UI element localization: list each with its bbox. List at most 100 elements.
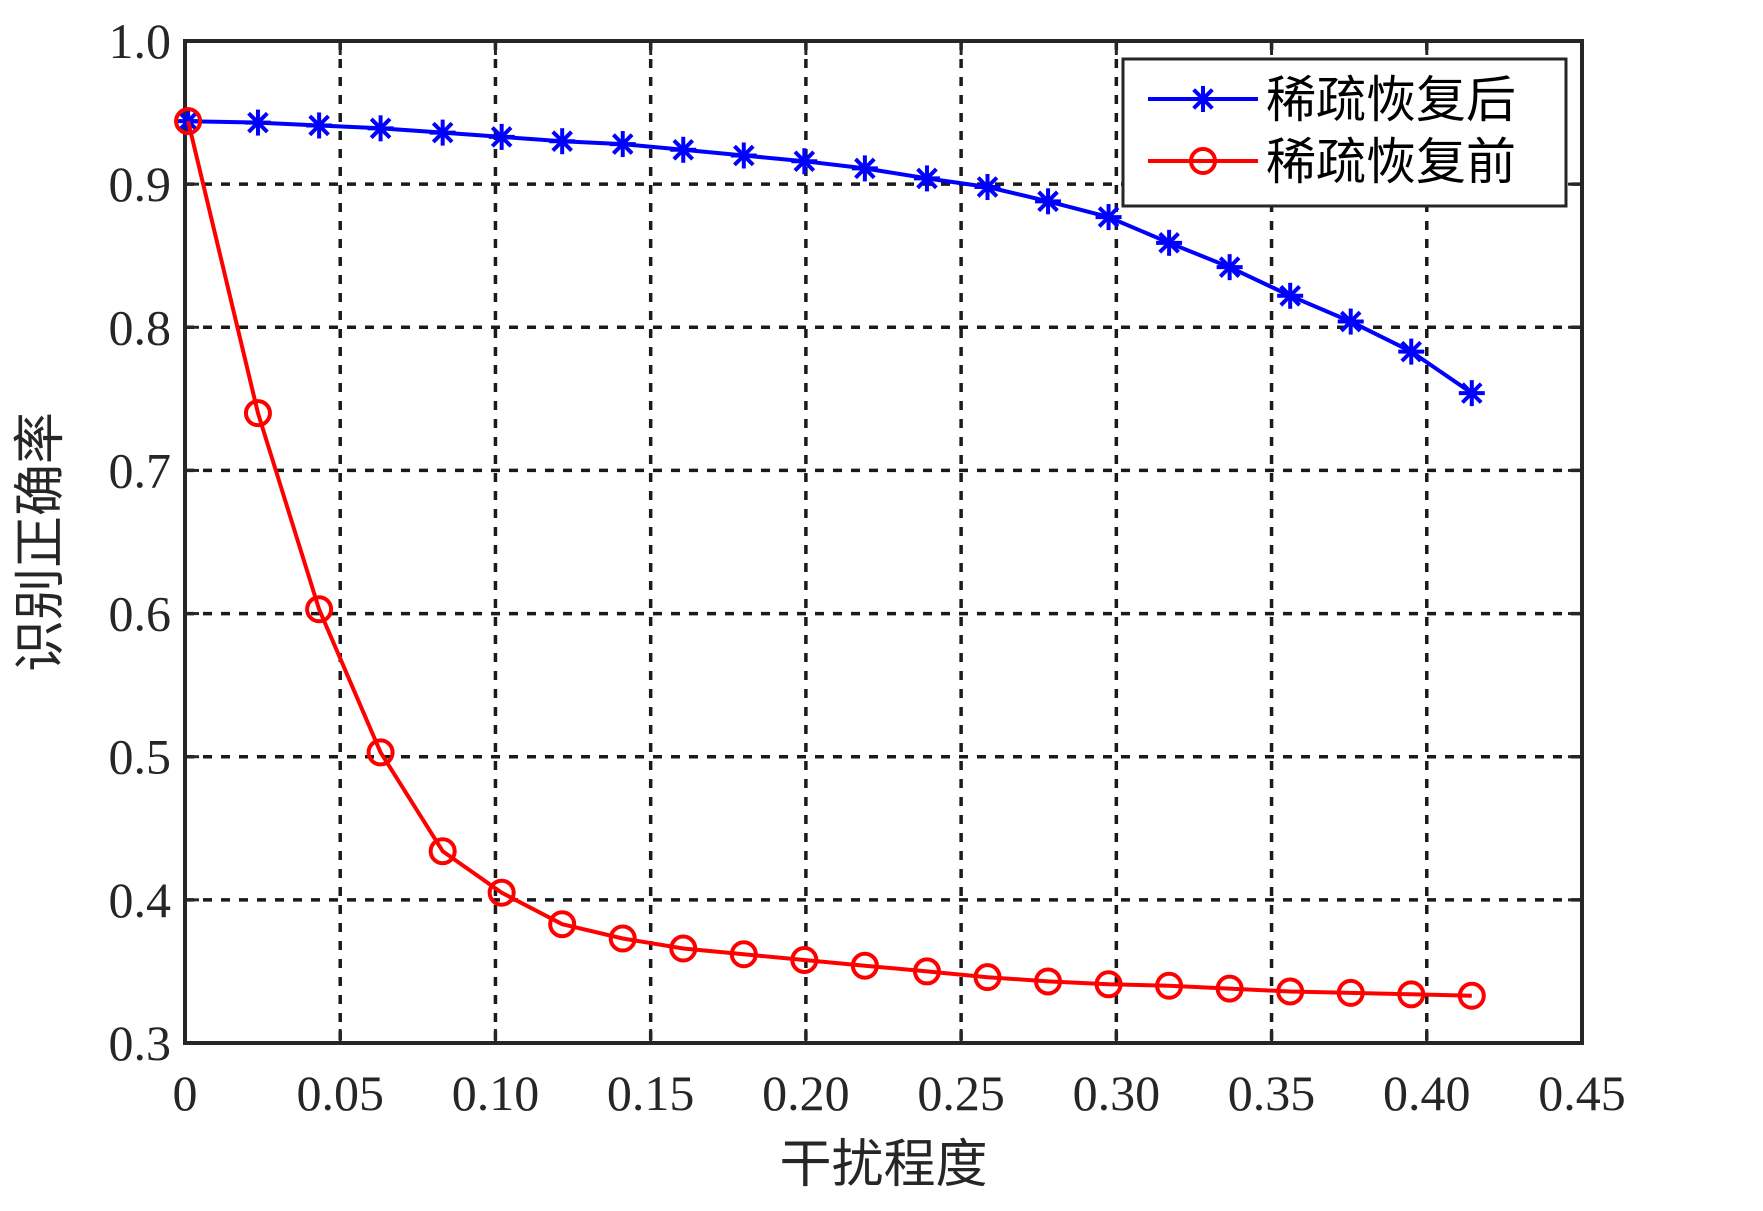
data-point-circle [428, 837, 457, 866]
data-point-asterisk [175, 108, 202, 135]
data-point-circle [487, 878, 516, 907]
data-point-circle [1189, 147, 1217, 175]
data-point-asterisk [306, 112, 333, 139]
y-tick-label: 1.0 [109, 13, 172, 69]
data-point-asterisk [1398, 338, 1425, 365]
data-point-asterisk [429, 119, 456, 146]
asterisk-stroke [1097, 206, 1120, 228]
data-point-circle [1215, 974, 1244, 1003]
asterisk-stroke [369, 117, 392, 140]
legend-label: 稀疏恢复前 [1266, 134, 1516, 190]
asterisk-stroke [308, 114, 330, 137]
x-tick-label: 0.10 [452, 1065, 540, 1121]
data-point-circle [729, 940, 758, 969]
data-point-circle [548, 910, 577, 939]
data-point-circle [608, 924, 637, 953]
y-tick-label: 0.7 [109, 442, 172, 498]
data-point-circle [174, 107, 203, 136]
x-axis: 0 0.05 0.10 0.15 0.20 0.25 0.30 0.35 0.40 0.45 [173, 41, 1626, 1121]
data-point-asterisk [913, 165, 940, 192]
asterisk-stroke [1158, 232, 1180, 254]
asterisk-stroke [1192, 88, 1214, 110]
series-2 [174, 107, 1486, 1010]
x-tick-label: 0.30 [1073, 1065, 1161, 1121]
series-line [186, 120, 1472, 998]
series-group [174, 107, 1486, 1010]
x-axis-title: 干扰程度 [779, 1137, 987, 1194]
y-axis: 0.3 0.4 0.5 0.6 0.7 0.8 0.9 1.0 [109, 13, 1582, 1071]
legend-box [1121, 57, 1568, 208]
y-tick-label: 0.6 [109, 586, 172, 642]
data-point-asterisk [244, 109, 271, 136]
data-point-asterisk [549, 128, 576, 155]
data-point-circle [1034, 967, 1063, 996]
asterisk-stroke [1037, 190, 1059, 213]
x-tick-label: 0.20 [762, 1065, 850, 1121]
data-point-asterisk [851, 155, 878, 182]
legend-label: 稀疏恢复后 [1266, 72, 1516, 128]
asterisk-stroke [916, 167, 938, 190]
series-line [188, 119, 1473, 395]
legend-entry: 稀疏恢复后 [1148, 72, 1516, 128]
y-tick-label: 0.4 [109, 872, 172, 928]
data-point-circle [1457, 981, 1486, 1010]
asterisk-stroke [611, 133, 634, 155]
data-point-circle [1155, 971, 1184, 1000]
data-point-circle [366, 738, 395, 767]
y-tick-label: 0.8 [109, 299, 172, 355]
data-point-asterisk [791, 148, 818, 175]
y-axis-title: 识别正确率 [13, 412, 70, 672]
x-tick-label: 0.15 [607, 1065, 695, 1121]
data-point-circle [973, 963, 1002, 992]
asterisk-stroke [1279, 285, 1301, 307]
asterisk-stroke [551, 130, 573, 152]
data-point-asterisk [1216, 254, 1243, 281]
data-point-circle [243, 399, 272, 428]
data-point-asterisk [609, 131, 636, 158]
asterisk-stroke [1339, 310, 1362, 333]
asterisk-stroke [1218, 256, 1241, 278]
plot-frame [183, 39, 1584, 1045]
data-point-asterisk [974, 174, 1001, 201]
data-point-asterisk [670, 136, 697, 163]
data-point-circle [1397, 980, 1426, 1009]
data-point-asterisk [1035, 188, 1062, 215]
data-point-asterisk [730, 142, 757, 169]
data-point-circle [1276, 977, 1305, 1006]
data-point-asterisk [367, 115, 394, 142]
legend-entry: 稀疏恢复前 [1148, 134, 1516, 190]
data-point-circle [912, 957, 941, 986]
x-tick-label: 0.25 [917, 1065, 1005, 1121]
data-point-circle [850, 951, 879, 980]
data-point-circle [305, 595, 334, 624]
asterisk-stroke [733, 144, 755, 167]
asterisk-stroke [1461, 382, 1483, 404]
x-tick-label: 0.35 [1228, 1065, 1316, 1121]
asterisk-stroke [431, 121, 454, 144]
asterisk-stroke [177, 110, 199, 132]
x-tick-label: 0.40 [1383, 1065, 1471, 1121]
x-tick-label: 0.45 [1538, 1065, 1626, 1121]
series-1 [175, 108, 1485, 407]
asterisk-stroke [247, 111, 269, 134]
asterisk-stroke [793, 150, 816, 173]
data-point-asterisk [1337, 308, 1364, 335]
data-point-asterisk [1190, 86, 1216, 112]
y-tick-label: 0.9 [109, 156, 172, 212]
x-tick-label: 0.05 [296, 1065, 384, 1121]
data-point-asterisk [1095, 204, 1122, 231]
y-tick-label: 0.5 [109, 729, 172, 785]
data-point-circle [1094, 970, 1123, 999]
data-point-circle [790, 945, 819, 974]
x-tick-label: 0 [173, 1065, 198, 1121]
asterisk-stroke [672, 139, 695, 161]
data-point-asterisk [1458, 380, 1485, 407]
asterisk-stroke [854, 157, 876, 180]
data-point-asterisk [1156, 229, 1183, 256]
data-point-circle [669, 934, 698, 963]
asterisk-stroke [490, 126, 513, 148]
data-point-circle [1336, 978, 1365, 1007]
